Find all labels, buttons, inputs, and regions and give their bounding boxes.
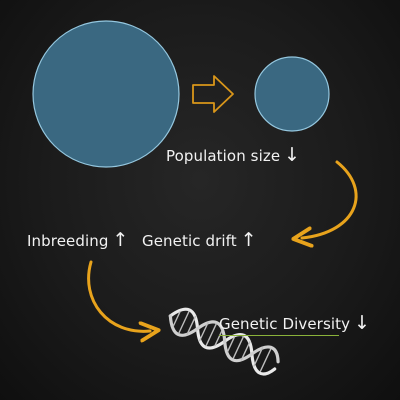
genetic-drift-text: Genetic drift bbox=[142, 232, 237, 250]
down-arrow-icon: ↓ bbox=[354, 312, 371, 334]
genetic-diversity-label: Genetic Diversity ↓ bbox=[219, 312, 370, 334]
genetic-drift-label: Genetic drift ↑ bbox=[142, 229, 257, 251]
large-population-circle bbox=[32, 20, 180, 168]
diversity-underline bbox=[219, 335, 339, 336]
population-size-text: Population size bbox=[166, 147, 281, 165]
inbreeding-text: Inbreeding bbox=[27, 232, 109, 250]
small-population-circle bbox=[254, 56, 330, 132]
block-arrow-icon bbox=[192, 75, 234, 113]
up-arrow-icon: ↑ bbox=[112, 229, 129, 251]
curved-arrow-to-diversity bbox=[87, 260, 150, 331]
down-arrow-icon: ↓ bbox=[284, 144, 301, 166]
dna-helix-icon bbox=[168, 307, 280, 376]
inbreeding-label: Inbreeding ↑ bbox=[27, 229, 129, 251]
genetic-diversity-text: Genetic Diversity bbox=[219, 315, 351, 333]
up-arrow-icon: ↑ bbox=[240, 229, 257, 251]
curved-arrow-to-drift bbox=[302, 160, 358, 238]
population-size-label: Population size ↓ bbox=[166, 144, 300, 166]
